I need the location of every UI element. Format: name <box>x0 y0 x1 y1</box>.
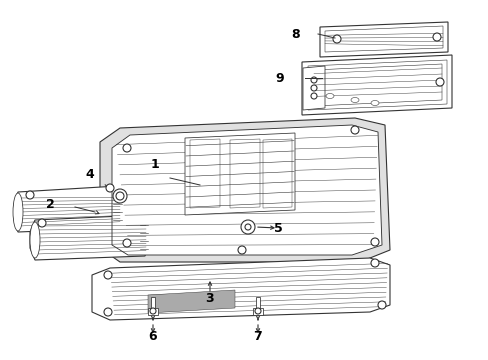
Circle shape <box>310 85 316 91</box>
Text: 2: 2 <box>45 198 54 211</box>
Text: 4: 4 <box>85 167 94 180</box>
Circle shape <box>435 78 443 86</box>
Polygon shape <box>303 66 325 110</box>
Polygon shape <box>184 133 294 215</box>
Circle shape <box>370 259 378 267</box>
Polygon shape <box>30 215 148 260</box>
Circle shape <box>332 35 340 43</box>
Circle shape <box>113 189 127 203</box>
Circle shape <box>123 239 131 247</box>
Circle shape <box>241 220 254 234</box>
Text: 3: 3 <box>205 292 214 305</box>
Ellipse shape <box>370 100 378 105</box>
Polygon shape <box>302 55 451 115</box>
Ellipse shape <box>13 193 23 231</box>
Polygon shape <box>319 22 447 57</box>
Polygon shape <box>14 186 122 232</box>
Circle shape <box>377 301 385 309</box>
Circle shape <box>350 126 358 134</box>
Ellipse shape <box>350 98 358 103</box>
Polygon shape <box>148 308 158 315</box>
Circle shape <box>238 246 245 254</box>
Circle shape <box>254 308 261 314</box>
Text: 7: 7 <box>253 329 262 342</box>
Polygon shape <box>148 290 235 313</box>
Circle shape <box>123 144 131 152</box>
Polygon shape <box>92 258 389 320</box>
Text: 8: 8 <box>291 27 300 40</box>
Circle shape <box>432 33 440 41</box>
Text: 6: 6 <box>148 329 157 342</box>
Text: 1: 1 <box>150 158 159 171</box>
Circle shape <box>244 224 250 230</box>
Circle shape <box>38 219 46 227</box>
Circle shape <box>310 93 316 99</box>
Ellipse shape <box>325 94 333 99</box>
Circle shape <box>26 191 34 199</box>
Polygon shape <box>307 60 446 110</box>
Circle shape <box>150 308 156 314</box>
Polygon shape <box>313 64 441 106</box>
Circle shape <box>310 77 316 83</box>
Text: 9: 9 <box>275 72 284 85</box>
Circle shape <box>370 238 378 246</box>
Text: 5: 5 <box>273 221 282 234</box>
Polygon shape <box>100 118 389 262</box>
Ellipse shape <box>30 222 40 258</box>
Polygon shape <box>325 26 442 52</box>
Circle shape <box>104 271 112 279</box>
Circle shape <box>106 184 114 192</box>
Circle shape <box>116 192 124 200</box>
Polygon shape <box>151 297 155 308</box>
Circle shape <box>104 308 112 316</box>
Polygon shape <box>112 125 381 255</box>
Polygon shape <box>256 297 260 308</box>
Polygon shape <box>252 308 263 315</box>
